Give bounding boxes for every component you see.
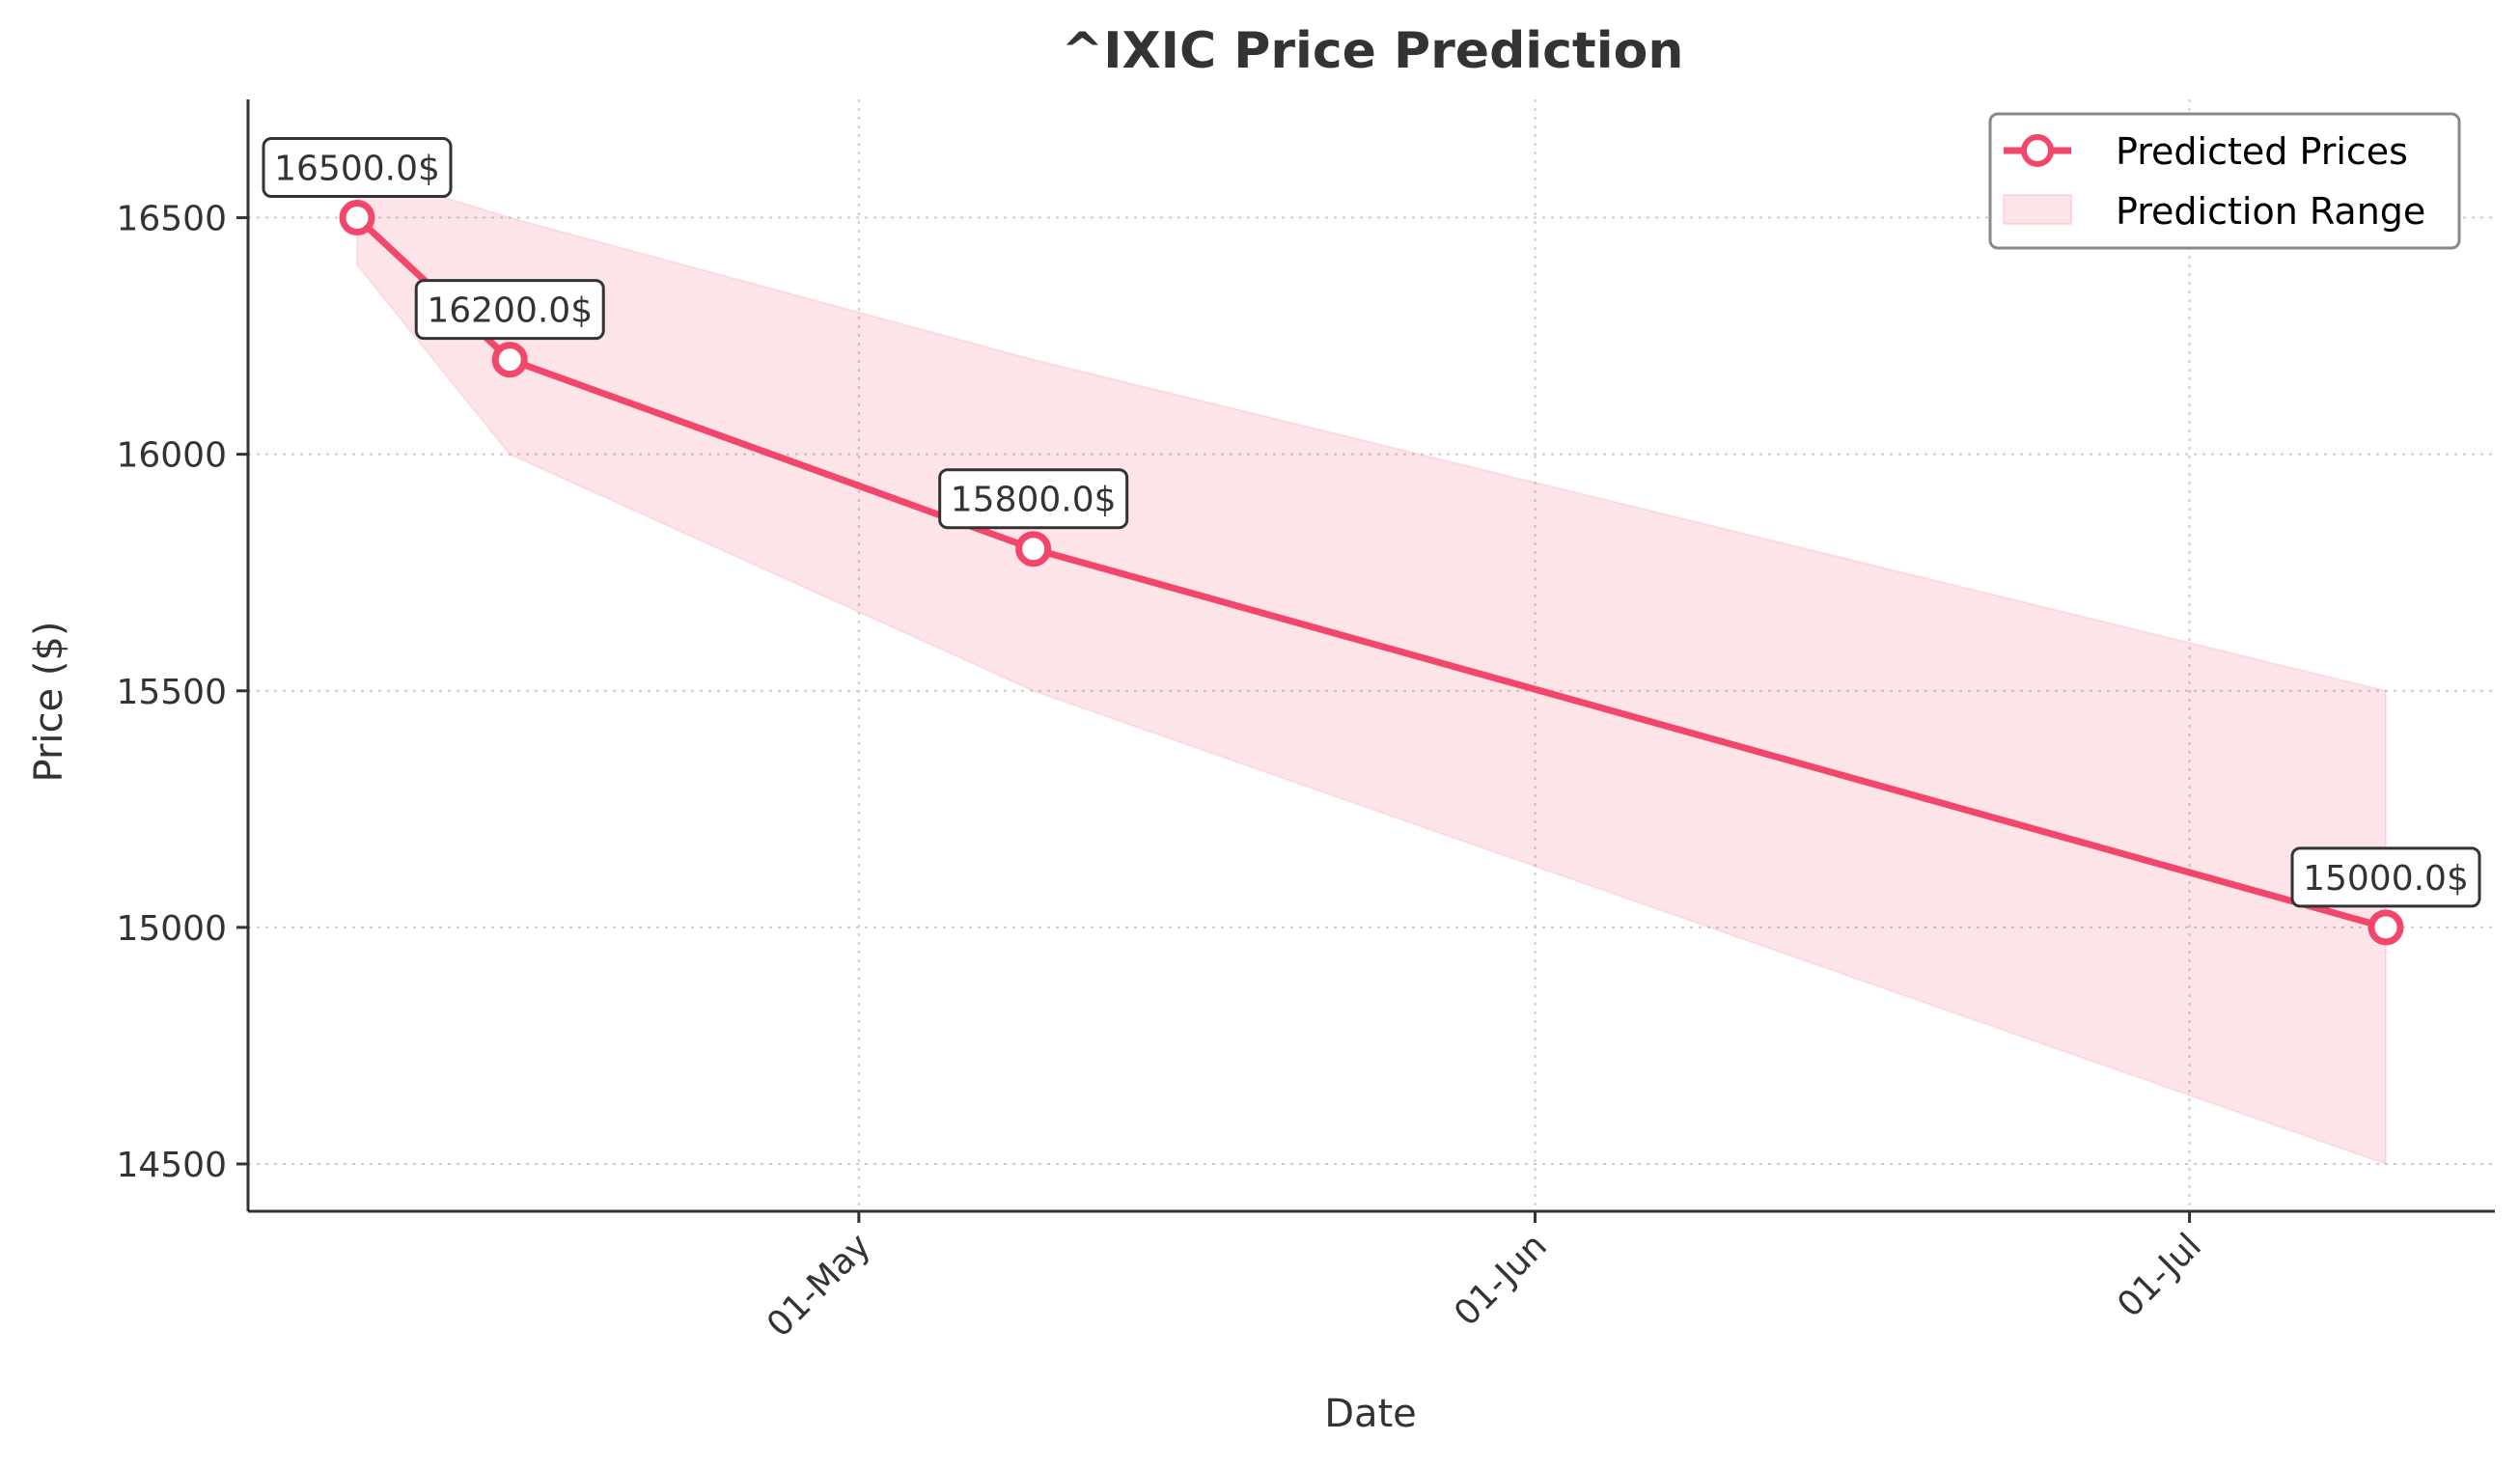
x-tick-label: 01-Jul xyxy=(2110,1226,2209,1325)
predicted-price-marker xyxy=(491,342,528,378)
y-tick-label: 15000 xyxy=(116,909,227,949)
data-label-text: 16500.0$ xyxy=(274,150,440,189)
legend-marker-swatch xyxy=(2021,134,2054,167)
y-tick-label: 14500 xyxy=(116,1146,227,1185)
y-tick-label: 16500 xyxy=(116,200,227,239)
legend-box xyxy=(1988,112,2461,250)
data-label: 15000.0$ xyxy=(2290,846,2481,908)
data-label-text: 15800.0$ xyxy=(951,481,1117,520)
legend: Predicted Prices Prediction Range xyxy=(1988,112,2461,250)
x-axis-label: Date xyxy=(1324,1392,1417,1436)
legend-range-swatch xyxy=(2003,194,2072,225)
data-label: 16200.0$ xyxy=(414,279,605,341)
data-label-box xyxy=(262,137,453,199)
data-label-box xyxy=(938,468,1129,530)
data-label: 16500.0$ xyxy=(262,137,453,199)
legend-label-predicted: Predicted Prices xyxy=(2116,130,2408,173)
y-tick-label: 16000 xyxy=(116,436,227,476)
y-tick-label: 15500 xyxy=(116,673,227,712)
predicted-price-marker xyxy=(2368,909,2404,946)
x-tick-label: 01-May xyxy=(760,1226,878,1344)
legend-label-range: Prediction Range xyxy=(2116,190,2425,233)
data-labels: 16500.0$ 16200.0$ 15800.0$ 15000.0$ xyxy=(262,137,2481,908)
y-axis-label: Price ($) xyxy=(27,622,71,783)
data-label-text: 15000.0$ xyxy=(2303,859,2469,899)
grid xyxy=(248,99,2495,1211)
x-tick-label: 01-Jun xyxy=(1447,1226,1555,1334)
chart-title: ^IXIC Price Prediction xyxy=(1062,22,1684,80)
prediction-range-band xyxy=(356,169,2387,1166)
predicted-price-marker xyxy=(1015,531,1052,568)
data-label-text: 16200.0$ xyxy=(427,291,593,331)
predicted-price-marker xyxy=(339,200,375,236)
prediction-range-area xyxy=(356,169,2387,1166)
data-label-box xyxy=(414,279,605,341)
data-label: 15800.0$ xyxy=(938,468,1129,530)
data-label-box xyxy=(2290,846,2481,908)
